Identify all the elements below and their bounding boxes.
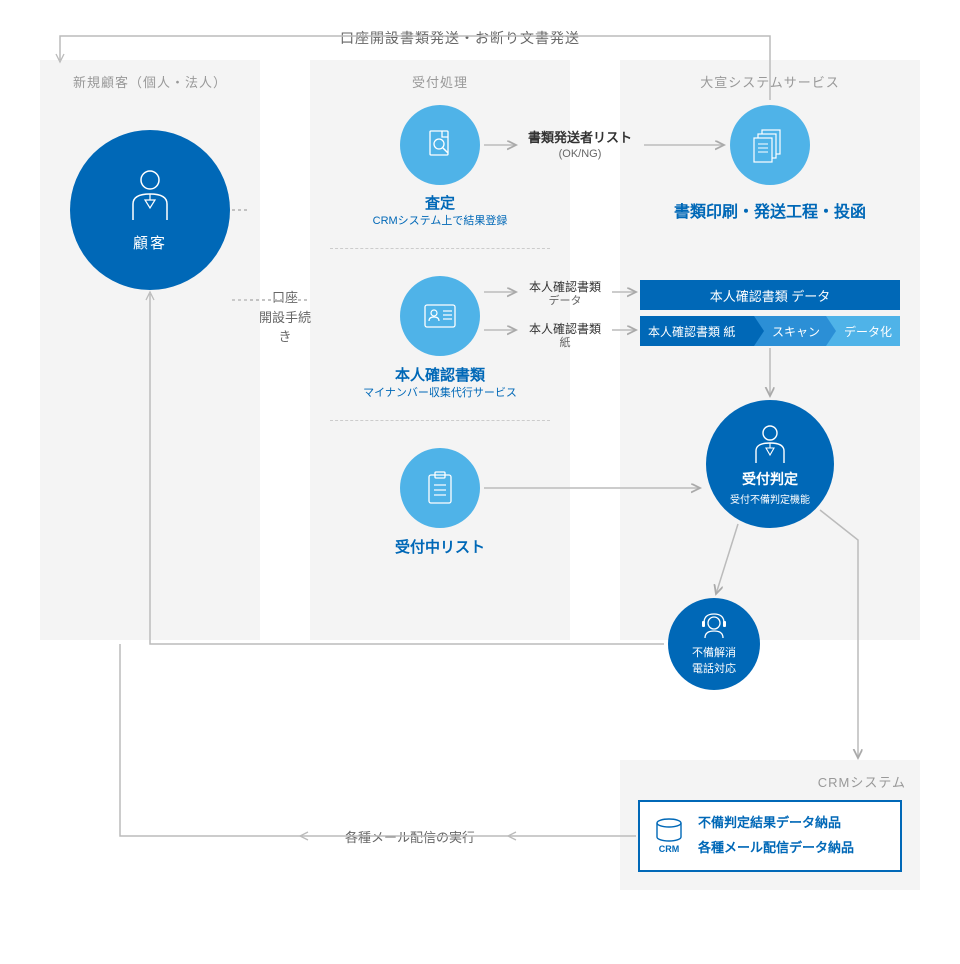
label-sender-list: 書類発送者リスト — [520, 128, 640, 148]
documents-icon — [750, 126, 790, 164]
print-title: 書類印刷・発送工程・投函 — [660, 198, 880, 222]
crm-line2: 各種メール配信データ納品 — [698, 836, 854, 861]
label-id-paper-sub: 紙 — [520, 335, 610, 352]
phone-line1: 不備解消 — [692, 644, 736, 660]
pending-title: 受付中リスト — [330, 536, 550, 557]
label-mail-exec: 各種メール配信の実行 — [310, 828, 510, 848]
data-bar: 本人確認書類 データ — [640, 280, 900, 310]
panel-reception-header: 受付処理 — [310, 60, 570, 91]
person-icon — [125, 168, 175, 224]
node-phone: 不備解消 電話対応 — [668, 598, 760, 690]
panel-service-header: 大宣システムサービス — [620, 60, 920, 91]
identity-sub: マイナンバー収集代行サービス — [330, 384, 550, 400]
crm-icon-label: CRM — [659, 844, 680, 854]
node-identity — [400, 276, 480, 356]
top-title: 口座開設書類発送・お断り文書発送 — [340, 28, 580, 48]
id-card-icon — [421, 299, 459, 333]
node-judgment: 受付判定 受付不備判定機能 — [706, 400, 834, 528]
separator-1 — [330, 248, 550, 249]
label-account-proc: 口座 開設手続き — [254, 288, 316, 347]
node-assess — [400, 105, 480, 185]
judgment-sub: 受付不備判定機能 — [730, 491, 810, 506]
label-id-data-sub: データ — [520, 293, 610, 310]
crm-header: CRMシステム — [620, 760, 920, 791]
document-search-icon — [422, 127, 458, 163]
phone-line2: 電話対応 — [692, 660, 736, 676]
assess-title: 査定 — [330, 192, 550, 213]
crm-db-icon: CRM — [654, 818, 684, 854]
clipboard-icon — [424, 469, 456, 507]
node-print — [730, 105, 810, 185]
node-pending — [400, 448, 480, 528]
customer-label: 顧客 — [133, 232, 167, 253]
judgment-title: 受付判定 — [742, 469, 798, 489]
label-sender-list-sub: (OK/NG) — [520, 146, 640, 163]
crm-box: CRM 不備判定結果データ納品 各種メール配信データ納品 — [638, 800, 902, 872]
assess-sub: CRMシステム上で結果登録 — [330, 212, 550, 228]
chev-paper: 本人確認書類 紙 — [640, 316, 754, 346]
person-suit-icon — [750, 423, 790, 465]
headset-icon — [699, 612, 729, 642]
separator-2 — [330, 420, 550, 421]
chev-scan: スキャン — [754, 316, 826, 346]
panel-customer-header: 新規顧客（個人・法人） — [40, 60, 260, 91]
chev-data: データ化 — [826, 316, 900, 346]
chevron-row: 本人確認書類 紙 スキャン データ化 — [640, 316, 900, 346]
node-customer: 顧客 — [70, 130, 230, 290]
crm-line1: 不備判定結果データ納品 — [698, 811, 854, 836]
identity-title: 本人確認書類 — [330, 364, 550, 385]
